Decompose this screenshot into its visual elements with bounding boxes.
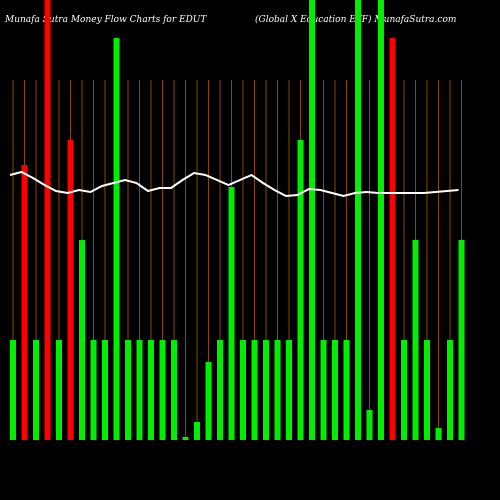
bar [90, 340, 97, 440]
bar [79, 240, 85, 440]
bar [424, 340, 430, 440]
bar [343, 340, 350, 440]
price-line [9, 170, 459, 198]
bar [148, 340, 154, 440]
bar [182, 437, 189, 440]
bar [458, 240, 465, 440]
bar [286, 340, 292, 440]
bar [309, 0, 315, 440]
bar [240, 340, 246, 440]
bar [171, 340, 177, 440]
bar [320, 340, 327, 440]
bar [159, 340, 166, 440]
bar [125, 340, 131, 440]
bar [355, 0, 361, 440]
bar [228, 187, 235, 440]
bar [297, 140, 304, 440]
bar [33, 340, 39, 440]
bar [274, 340, 281, 440]
bar [401, 340, 407, 440]
bar [366, 410, 373, 440]
bar [263, 340, 269, 440]
bar [251, 340, 258, 440]
bar [378, 0, 384, 440]
bar [435, 428, 442, 440]
bar [136, 340, 143, 440]
bar [67, 140, 74, 440]
bar [217, 340, 223, 440]
bar [56, 340, 62, 440]
bar [389, 38, 396, 440]
chart-title: Munafa Sutra Money Flow Charts for EDUT [4, 15, 207, 25]
bar [102, 340, 108, 440]
bar [21, 165, 28, 440]
bar [412, 240, 419, 440]
bar [194, 422, 200, 440]
bar [447, 340, 453, 440]
bar [10, 340, 16, 440]
bar [332, 340, 338, 440]
bar [44, 0, 51, 440]
bar [205, 362, 212, 440]
bar [113, 38, 120, 440]
